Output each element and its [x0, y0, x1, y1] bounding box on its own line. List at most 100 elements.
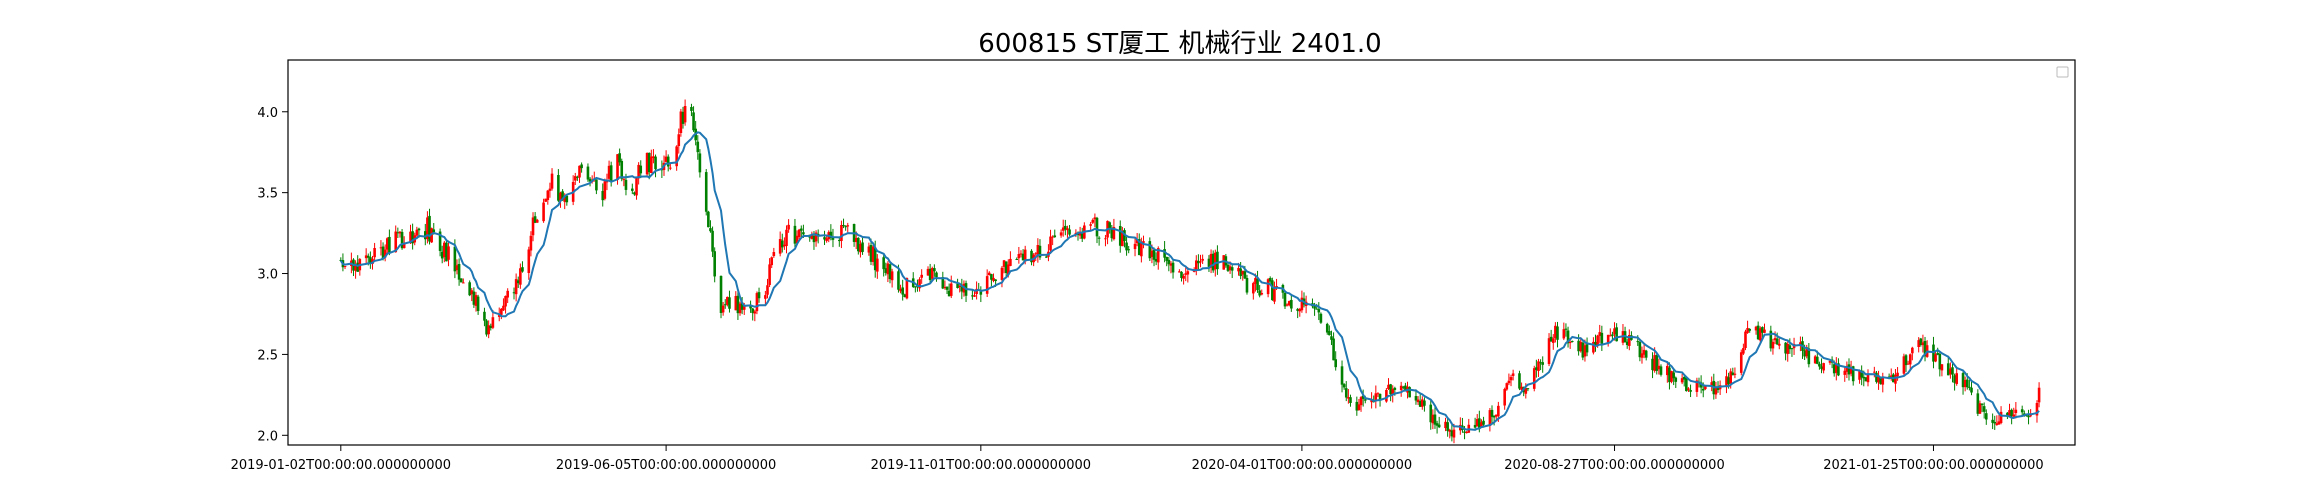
- candle: [1429, 399, 1433, 430]
- candle: [871, 245, 875, 266]
- candle-body: [920, 274, 923, 278]
- candle-body: [861, 242, 864, 252]
- candle-body: [1847, 364, 1851, 375]
- candle: [1949, 362, 1952, 379]
- candle: [681, 106, 685, 129]
- candle: [573, 172, 577, 185]
- candle: [1230, 264, 1234, 279]
- candle-body: [1023, 249, 1027, 262]
- candle: [1271, 277, 1274, 301]
- candle: [901, 279, 904, 301]
- candle-body: [1949, 368, 1952, 375]
- candle-body: [1820, 366, 1823, 369]
- candle-body: [930, 268, 934, 279]
- candle: [1245, 274, 1249, 295]
- candle-body: [1598, 332, 1602, 336]
- candle-body: [1317, 309, 1321, 313]
- candle-body: [601, 191, 605, 201]
- candle: [512, 287, 516, 300]
- candle: [411, 223, 414, 250]
- candle: [1710, 376, 1713, 392]
- candle: [1319, 312, 1323, 324]
- candle: [838, 237, 841, 247]
- candle-body: [1178, 271, 1181, 273]
- candle-body: [814, 232, 818, 242]
- candle: [500, 308, 503, 320]
- candle-body: [1940, 364, 1944, 371]
- candle-body: [1606, 334, 1610, 343]
- candle-body: [1252, 283, 1255, 294]
- candle: [1273, 281, 1276, 305]
- candle-body: [1421, 399, 1424, 407]
- candle-body: [985, 276, 989, 294]
- candle: [1431, 409, 1435, 430]
- candle: [373, 242, 376, 261]
- candle: [631, 183, 634, 195]
- candle: [633, 191, 636, 196]
- candle-body: [1017, 253, 1021, 259]
- candle: [941, 271, 945, 290]
- candle-body: [1452, 429, 1456, 438]
- candle: [1389, 383, 1392, 402]
- candle: [1241, 270, 1245, 281]
- candle: [1328, 325, 1331, 336]
- candle: [749, 300, 752, 313]
- candle-body: [2012, 414, 2016, 417]
- candle-body: [1254, 278, 1257, 284]
- candle: [645, 152, 649, 177]
- candle-body: [1877, 376, 1880, 383]
- candle-body: [1258, 290, 1261, 296]
- candle-body: [941, 277, 945, 289]
- candle: [400, 229, 404, 250]
- candle-body: [633, 192, 636, 195]
- candle-body: [1976, 393, 1980, 414]
- candle-body: [1015, 258, 1019, 260]
- candle-body: [1710, 382, 1713, 387]
- candle: [918, 277, 921, 292]
- candle-body: [1818, 363, 1821, 367]
- candle-body: [736, 295, 740, 314]
- candle: [1687, 387, 1690, 392]
- candle: [943, 280, 947, 290]
- candle-body: [635, 178, 638, 196]
- candle: [1127, 246, 1130, 254]
- candle: [2037, 382, 2041, 408]
- candle: [1091, 218, 1095, 224]
- candle-body: [1813, 356, 1817, 364]
- candle: [945, 286, 949, 294]
- candle: [1845, 361, 1849, 379]
- candle-body: [1363, 399, 1367, 401]
- candle-body: [704, 172, 708, 212]
- candle: [1317, 302, 1321, 321]
- candle: [635, 177, 638, 200]
- candle: [1467, 418, 1471, 434]
- candle: [1260, 289, 1264, 296]
- candle-body: [1991, 419, 1994, 423]
- candle-body: [971, 295, 974, 297]
- candle: [1104, 234, 1107, 247]
- candle: [1642, 344, 1646, 359]
- candle: [1746, 320, 1749, 334]
- candle-body: [888, 264, 892, 280]
- candle: [1416, 396, 1420, 405]
- candle-body: [1805, 347, 1809, 357]
- candle-body: [383, 249, 387, 258]
- candle: [1051, 235, 1054, 246]
- candle-body: [2035, 402, 2039, 416]
- candle: [1670, 370, 1673, 384]
- candle-body: [755, 293, 759, 312]
- candle: [1207, 255, 1211, 272]
- candle-body: [1999, 411, 2003, 424]
- candle-body: [366, 255, 370, 258]
- candle-body: [1482, 420, 1485, 425]
- candle: [654, 154, 657, 178]
- candle-body: [1666, 365, 1669, 376]
- candle-body: [890, 271, 894, 281]
- candle-body: [871, 246, 875, 262]
- candle: [1518, 370, 1521, 391]
- candle: [947, 283, 951, 297]
- candle: [516, 276, 520, 288]
- candle: [1978, 400, 1982, 414]
- candle: [1374, 385, 1378, 409]
- candle-body: [1089, 224, 1092, 226]
